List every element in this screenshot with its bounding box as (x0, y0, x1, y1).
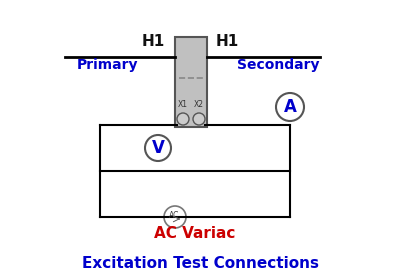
Circle shape (177, 113, 189, 125)
Text: AC: AC (169, 212, 179, 220)
Text: X2: X2 (194, 100, 204, 109)
Circle shape (276, 93, 304, 121)
Text: H1: H1 (141, 34, 165, 49)
Text: H1: H1 (215, 34, 239, 49)
Text: AC Variac: AC Variac (154, 225, 236, 240)
Circle shape (145, 135, 171, 161)
Text: X1: X1 (178, 100, 188, 109)
Circle shape (164, 206, 186, 228)
Text: Excitation Test Connections: Excitation Test Connections (82, 255, 318, 271)
Text: V: V (152, 139, 164, 157)
Circle shape (193, 113, 205, 125)
Text: Secondary: Secondary (237, 58, 319, 72)
Text: Primary: Primary (77, 58, 139, 72)
Text: A: A (284, 98, 296, 116)
Bar (175, 37, 207, 127)
